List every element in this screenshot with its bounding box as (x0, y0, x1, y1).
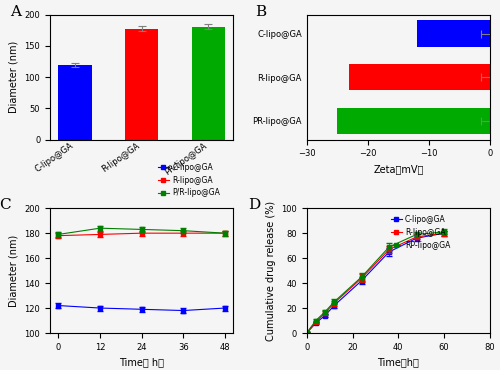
RP-lipo@GA (358, 275, 364, 279)
C-lipo@GA (180, 308, 186, 313)
R-lipo@GA (56, 233, 62, 238)
Bar (416, 20, 490, 47)
RP-lipo@GA (441, 230, 447, 234)
C-lipo@GA (97, 306, 103, 310)
Bar (58, 65, 92, 139)
R-lipo@GA (304, 331, 310, 335)
R-lipo@GA (180, 231, 186, 235)
C-lipo@GA (222, 306, 228, 310)
Line: P/R-lipo@GA: P/R-lipo@GA (56, 226, 226, 236)
R-lipo@GA (138, 231, 144, 235)
R-lipo@GA (97, 232, 103, 237)
Line: R-lipo@GA: R-lipo@GA (305, 232, 446, 335)
RP-lipo@GA (386, 245, 392, 249)
R-lipo@GA (441, 231, 447, 235)
Bar (337, 108, 490, 134)
RP-lipo@GA (322, 310, 328, 314)
X-axis label: Time（ h）: Time（ h） (119, 357, 164, 367)
R-lipo@GA (358, 276, 364, 280)
Line: RP-lipo@GA: RP-lipo@GA (305, 230, 446, 335)
Line: C-lipo@GA: C-lipo@GA (56, 304, 226, 312)
Text: B: B (256, 5, 266, 19)
Text: C: C (0, 198, 10, 212)
Bar (350, 64, 490, 90)
Legend: C-lipo@GA, R-lipo@GA, RP-lipo@GA: C-lipo@GA, R-lipo@GA, RP-lipo@GA (388, 212, 454, 253)
Y-axis label: Cumulative drug release (%): Cumulative drug release (%) (266, 201, 276, 341)
C-lipo@GA (138, 307, 144, 312)
C-lipo@GA (331, 303, 337, 308)
Y-axis label: Diameter (nm): Diameter (nm) (9, 235, 19, 307)
Line: C-lipo@GA: C-lipo@GA (305, 232, 446, 335)
Legend: C-lipo@GA, R-lipo@GA, P/R-lipo@GA: C-lipo@GA, R-lipo@GA, P/R-lipo@GA (154, 159, 223, 201)
Text: A: A (10, 5, 20, 19)
P/R-lipo@GA (222, 231, 228, 235)
Y-axis label: Diameter (nm): Diameter (nm) (9, 41, 19, 113)
Bar (125, 28, 158, 139)
C-lipo@GA (414, 236, 420, 240)
P/R-lipo@GA (138, 227, 144, 232)
C-lipo@GA (322, 313, 328, 318)
Text: D: D (248, 198, 260, 212)
P/R-lipo@GA (56, 232, 62, 237)
R-lipo@GA (222, 231, 228, 235)
R-lipo@GA (386, 247, 392, 252)
C-lipo@GA (56, 303, 62, 308)
C-lipo@GA (386, 250, 392, 254)
R-lipo@GA (322, 311, 328, 315)
RP-lipo@GA (331, 300, 337, 304)
X-axis label: Time（h）: Time（h） (378, 357, 420, 367)
R-lipo@GA (331, 301, 337, 305)
P/R-lipo@GA (180, 228, 186, 233)
R-lipo@GA (414, 235, 420, 239)
C-lipo@GA (441, 231, 447, 235)
C-lipo@GA (313, 321, 319, 325)
Line: R-lipo@GA: R-lipo@GA (56, 232, 226, 238)
Bar (192, 27, 225, 139)
RP-lipo@GA (304, 331, 310, 335)
X-axis label: Zeta（mV）: Zeta（mV） (373, 164, 424, 174)
RP-lipo@GA (313, 318, 319, 323)
C-lipo@GA (304, 331, 310, 335)
P/R-lipo@GA (97, 226, 103, 231)
RP-lipo@GA (414, 232, 420, 237)
C-lipo@GA (358, 278, 364, 283)
R-lipo@GA (313, 320, 319, 324)
